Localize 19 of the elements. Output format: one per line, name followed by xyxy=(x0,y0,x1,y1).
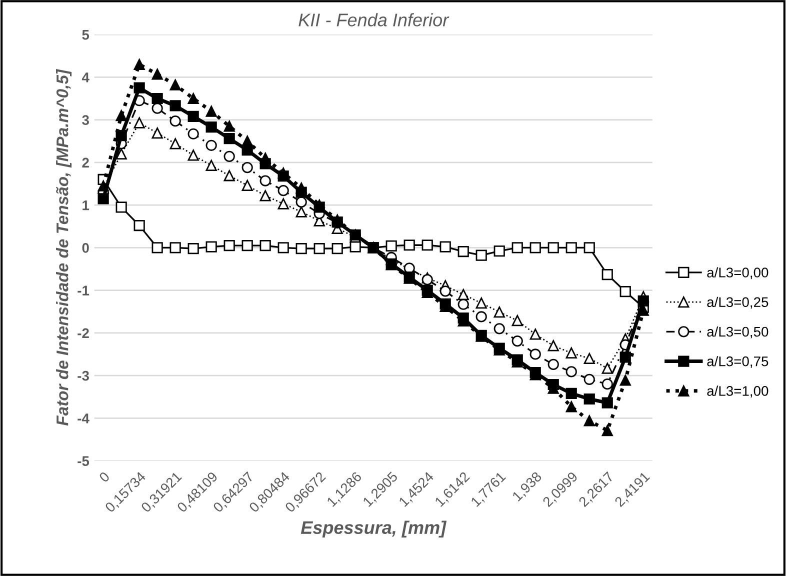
y-tick-label: 4 xyxy=(82,72,90,82)
x-axis-title: Espessura, [mm] xyxy=(300,520,447,538)
y-tick-label: 1 xyxy=(82,200,90,210)
y-tick-label: 0 xyxy=(82,243,89,253)
legend-label: a/L3=0,25 xyxy=(707,296,768,309)
y-tick-label: 2 xyxy=(82,158,89,168)
legend-label: a/L3=1,00 xyxy=(707,386,768,398)
legend-label: a/L3=0,50 xyxy=(707,326,768,338)
y-tick-label: -4 xyxy=(78,414,90,424)
y-tick-label: 5 xyxy=(82,30,90,40)
y-tick-label: -5 xyxy=(78,456,90,466)
y-tick-label: 3 xyxy=(82,115,89,125)
y-tick-label: -2 xyxy=(78,328,89,338)
legend-label: a/L3=0,75 xyxy=(707,356,768,368)
y-tick-label: -3 xyxy=(78,370,89,381)
legend-label: a/L3=0,00 xyxy=(707,267,768,280)
y-tick-label: -1 xyxy=(78,286,90,296)
y-axis-title: Fator de Intensidade de Tensão, [MPa.m^0,5] xyxy=(56,69,72,426)
chart-title: KII - Fenda Inferior xyxy=(298,13,450,26)
